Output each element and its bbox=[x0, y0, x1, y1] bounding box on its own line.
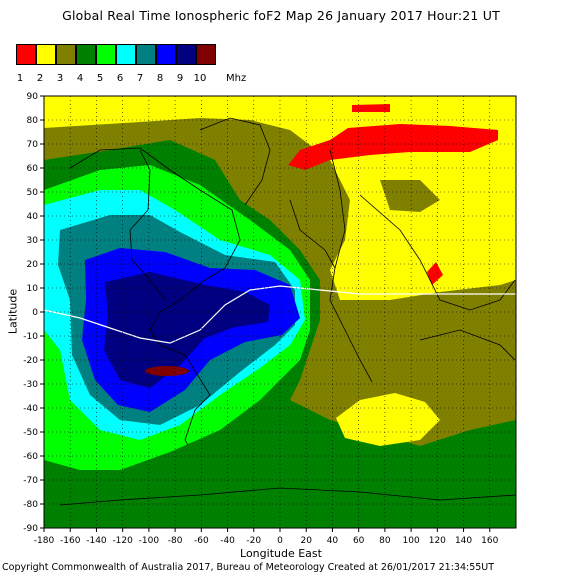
x-tick-label: -160 bbox=[60, 536, 81, 546]
y-tick-label: -40 bbox=[23, 404, 38, 414]
x-tick-label: -180 bbox=[34, 536, 55, 546]
y-tick-label: -70 bbox=[23, 476, 38, 486]
footer-credit: Copyright Commonwealth of Australia 2017… bbox=[2, 562, 495, 573]
x-tick-label: -120 bbox=[112, 536, 133, 546]
x-tick-label: -100 bbox=[139, 536, 160, 546]
x-tick-label: -60 bbox=[194, 536, 209, 546]
legend-label-10: 10 bbox=[193, 73, 207, 84]
x-tick-label: 140 bbox=[455, 536, 472, 546]
y-tick-label: -80 bbox=[23, 500, 38, 510]
legend-swatch-7 bbox=[136, 44, 156, 65]
legend-label-5: 5 bbox=[96, 73, 104, 84]
y-axis-label: Latitude bbox=[6, 288, 20, 335]
x-tick-label: 40 bbox=[327, 536, 339, 546]
magnetic-equator bbox=[44, 285, 516, 344]
legend-swatch-9 bbox=[176, 44, 196, 65]
legend-label-2: 2 bbox=[36, 73, 44, 84]
y-tick-label: 70 bbox=[27, 140, 39, 150]
y-axis-ticks: 90 80 70 60 50 40 30 20 10 0 -10 -20 -30 -40 -50 -60 -70… bbox=[23, 92, 44, 534]
x-tick-label: 0 bbox=[277, 536, 283, 546]
y-tick-label: 40 bbox=[27, 212, 39, 222]
y-tick-label: -90 bbox=[23, 524, 38, 534]
y-tick-label: -60 bbox=[23, 452, 38, 462]
legend-swatch-4 bbox=[76, 44, 96, 65]
legend-swatch-10 bbox=[196, 44, 216, 65]
y-tick-label: 90 bbox=[27, 92, 39, 102]
x-tick-label: 100 bbox=[403, 536, 420, 546]
legend-unit: Mhz bbox=[226, 73, 247, 84]
map-title: Global Real Time Ionospheric foF2 Map 26… bbox=[62, 8, 500, 23]
x-tick-label: 160 bbox=[481, 536, 498, 546]
y-tick-label: 80 bbox=[27, 116, 39, 126]
y-tick-label: 20 bbox=[27, 260, 39, 270]
y-tick-label: -20 bbox=[23, 356, 38, 366]
legend-label-7: 7 bbox=[136, 73, 144, 84]
legend-label-4: 4 bbox=[76, 73, 84, 84]
y-tick-label: 10 bbox=[27, 284, 39, 294]
x-tick-label: -140 bbox=[86, 536, 107, 546]
x-tick-label: -40 bbox=[220, 536, 235, 546]
x-tick-label: 80 bbox=[379, 536, 391, 546]
y-tick-label: 30 bbox=[27, 236, 39, 246]
legend-swatch-3 bbox=[56, 44, 76, 65]
legend-swatch-2 bbox=[36, 44, 56, 65]
legend-label-8: 8 bbox=[156, 73, 164, 84]
legend-label-1: 1 bbox=[16, 73, 24, 84]
x-tick-label: 120 bbox=[429, 536, 446, 546]
legend-swatch-1 bbox=[16, 44, 36, 65]
legend-label-3: 3 bbox=[56, 73, 64, 84]
x-axis-ticks: -180 -160 -140 -120 -100 -80 -60 -40 -20 0 20 40 60 8… bbox=[34, 528, 499, 546]
y-tick-label: -10 bbox=[23, 332, 38, 342]
grid-lines bbox=[44, 96, 516, 528]
x-tick-label: -20 bbox=[246, 536, 261, 546]
y-tick-label: 0 bbox=[32, 308, 38, 318]
y-tick-label: -30 bbox=[23, 380, 38, 390]
y-tick-label: 50 bbox=[27, 188, 39, 198]
legend-swatch-6 bbox=[116, 44, 136, 65]
legend-swatch-5 bbox=[96, 44, 116, 65]
x-axis-label: Longitude East bbox=[240, 547, 322, 560]
legend-label-6: 6 bbox=[116, 73, 124, 84]
x-tick-label: -80 bbox=[168, 536, 183, 546]
legend-label-9: 9 bbox=[176, 73, 184, 84]
x-tick-label: 20 bbox=[300, 536, 312, 546]
x-tick-label: 60 bbox=[353, 536, 365, 546]
y-tick-label: 60 bbox=[27, 164, 39, 174]
y-tick-label: -50 bbox=[23, 428, 38, 438]
legend-swatch-8 bbox=[156, 44, 176, 65]
